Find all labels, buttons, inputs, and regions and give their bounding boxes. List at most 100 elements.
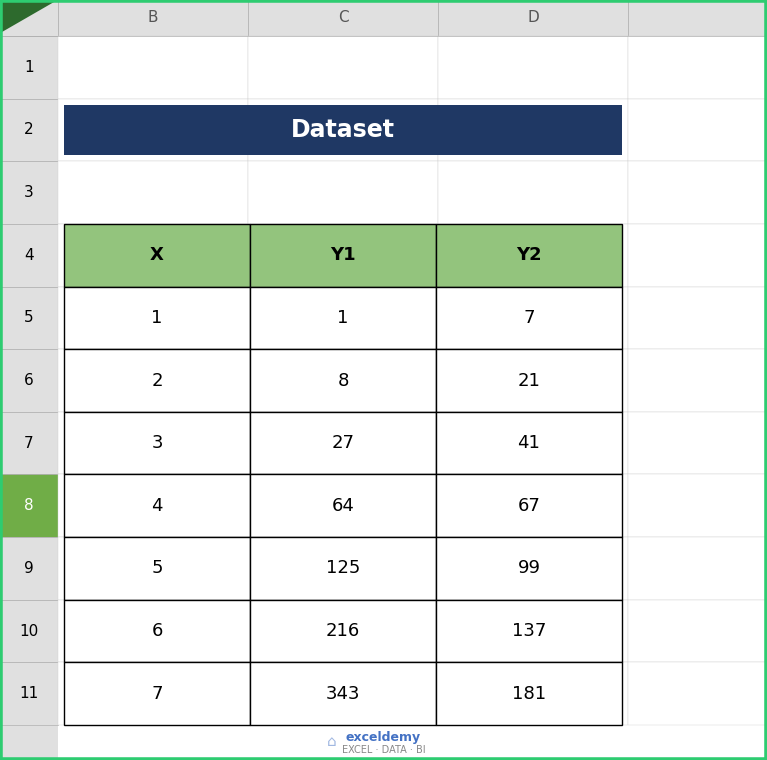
- Bar: [0, 349, 58, 412]
- Bar: [250, 537, 436, 600]
- Text: 5: 5: [151, 559, 163, 578]
- Bar: [436, 287, 622, 349]
- Text: 1: 1: [337, 309, 349, 327]
- Text: Dataset: Dataset: [291, 118, 395, 142]
- Bar: [0, 99, 58, 161]
- Bar: [64, 287, 250, 349]
- Text: 8: 8: [25, 499, 34, 513]
- Bar: [248, 663, 438, 725]
- Bar: [250, 224, 436, 287]
- Bar: [0, 36, 58, 99]
- Bar: [248, 474, 438, 537]
- Bar: [250, 663, 436, 725]
- Bar: [628, 287, 767, 349]
- Text: 64: 64: [331, 497, 354, 515]
- Bar: [248, 537, 438, 600]
- Text: 41: 41: [518, 434, 541, 452]
- Bar: [58, 224, 248, 287]
- Bar: [438, 474, 628, 537]
- Text: B: B: [148, 11, 158, 26]
- Bar: [0, 0, 58, 36]
- Polygon shape: [2, 2, 54, 32]
- Bar: [436, 600, 622, 663]
- Bar: [64, 663, 250, 725]
- Bar: [0, 36, 58, 760]
- Text: EXCEL · DATA · BI: EXCEL · DATA · BI: [341, 745, 426, 755]
- Bar: [64, 224, 250, 287]
- Text: 343: 343: [326, 685, 360, 703]
- Text: 2: 2: [151, 372, 163, 389]
- Text: 7: 7: [25, 435, 34, 451]
- Bar: [250, 349, 436, 412]
- Text: 27: 27: [331, 434, 354, 452]
- Text: 3: 3: [24, 185, 34, 200]
- Bar: [64, 600, 250, 663]
- Bar: [64, 349, 250, 412]
- Text: 11: 11: [19, 686, 38, 701]
- Text: 21: 21: [518, 372, 541, 389]
- Text: 181: 181: [512, 685, 546, 703]
- Text: C: C: [337, 11, 348, 26]
- Bar: [64, 537, 250, 600]
- Bar: [628, 224, 767, 287]
- Bar: [248, 99, 438, 161]
- Bar: [438, 412, 628, 474]
- Bar: [436, 224, 622, 287]
- Bar: [438, 287, 628, 349]
- Bar: [438, 36, 628, 99]
- Bar: [628, 474, 767, 537]
- Bar: [58, 537, 248, 600]
- Text: 5: 5: [25, 310, 34, 325]
- Bar: [628, 600, 767, 663]
- Bar: [628, 663, 767, 725]
- Bar: [248, 36, 438, 99]
- Bar: [248, 161, 438, 224]
- Text: 9: 9: [24, 561, 34, 576]
- Bar: [438, 537, 628, 600]
- Bar: [58, 161, 248, 224]
- Text: 3: 3: [151, 434, 163, 452]
- Bar: [64, 105, 622, 155]
- Bar: [628, 36, 767, 99]
- Text: 1: 1: [25, 60, 34, 74]
- Bar: [436, 412, 622, 474]
- Text: 6: 6: [151, 622, 163, 640]
- Bar: [248, 349, 438, 412]
- Text: exceldemy: exceldemy: [346, 730, 421, 743]
- Bar: [58, 99, 248, 161]
- Bar: [250, 474, 436, 537]
- Bar: [0, 537, 58, 600]
- Bar: [58, 412, 248, 474]
- Bar: [0, 224, 58, 287]
- Text: 67: 67: [518, 497, 541, 515]
- Text: 125: 125: [326, 559, 360, 578]
- Bar: [0, 0, 58, 36]
- Bar: [248, 412, 438, 474]
- Bar: [438, 663, 628, 725]
- Text: 216: 216: [326, 622, 360, 640]
- Bar: [436, 537, 622, 600]
- Text: Y1: Y1: [330, 246, 356, 264]
- Bar: [248, 600, 438, 663]
- Bar: [436, 474, 622, 537]
- Bar: [0, 663, 58, 725]
- Bar: [58, 287, 248, 349]
- Bar: [628, 537, 767, 600]
- Bar: [64, 474, 250, 537]
- Bar: [438, 161, 628, 224]
- Bar: [58, 0, 248, 36]
- Bar: [438, 0, 628, 36]
- Bar: [250, 412, 436, 474]
- Bar: [58, 600, 248, 663]
- Bar: [628, 99, 767, 161]
- Bar: [436, 349, 622, 412]
- Bar: [0, 600, 58, 663]
- Text: D: D: [527, 11, 539, 26]
- Text: 7: 7: [523, 309, 535, 327]
- Text: 1: 1: [151, 309, 163, 327]
- Bar: [58, 474, 248, 537]
- Bar: [436, 663, 622, 725]
- Bar: [0, 474, 58, 537]
- Text: 4: 4: [25, 248, 34, 263]
- Bar: [438, 600, 628, 663]
